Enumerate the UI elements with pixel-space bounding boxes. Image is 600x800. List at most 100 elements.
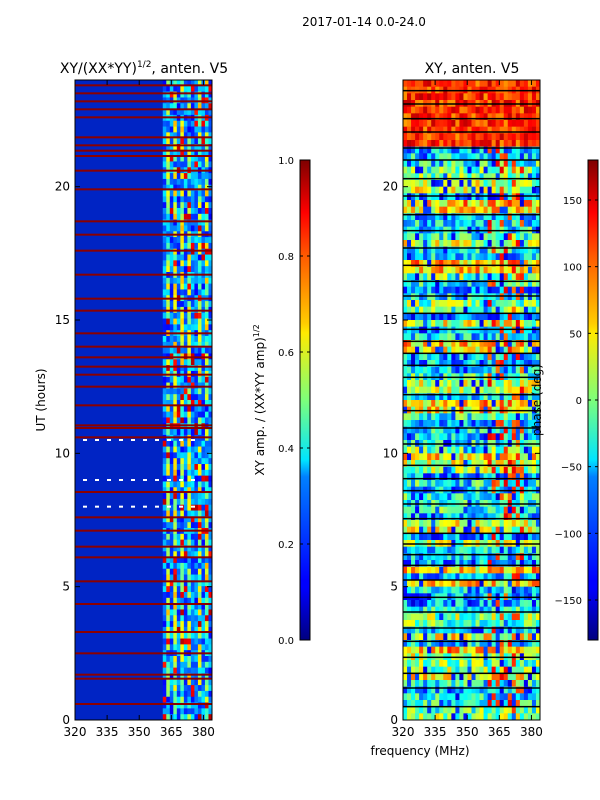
amp-cell bbox=[173, 661, 178, 668]
amp-cell bbox=[166, 347, 171, 354]
phase-cell bbox=[531, 340, 537, 347]
amp-cell bbox=[162, 225, 167, 232]
phase-cell bbox=[531, 700, 537, 707]
phase-cell bbox=[447, 526, 452, 534]
phase-cell bbox=[483, 180, 488, 187]
phase-cell bbox=[503, 140, 509, 147]
phase-cell bbox=[403, 106, 408, 114]
phase-cell bbox=[443, 606, 448, 614]
amp-cell bbox=[187, 405, 192, 412]
phase-cell bbox=[475, 273, 480, 281]
phase-cell bbox=[495, 313, 501, 321]
phase-cell bbox=[407, 326, 412, 334]
amp-cell bbox=[197, 312, 202, 319]
phase-cell bbox=[507, 600, 513, 607]
phase-cell bbox=[523, 566, 529, 574]
phase-cell bbox=[447, 666, 452, 674]
amp-cell bbox=[176, 690, 181, 698]
phase-cell bbox=[479, 326, 484, 334]
phase-cell bbox=[403, 420, 408, 427]
phase-cell bbox=[455, 393, 460, 401]
amp-cell bbox=[166, 178, 171, 186]
phase-cell bbox=[435, 433, 440, 441]
phase-cell bbox=[463, 126, 468, 134]
phase-cell bbox=[403, 566, 408, 574]
amp-cell bbox=[169, 656, 174, 663]
amp-cell bbox=[176, 365, 181, 372]
phase-cell bbox=[459, 553, 464, 561]
amp-cell bbox=[204, 208, 209, 215]
amp-cell bbox=[162, 568, 167, 575]
phase-cell bbox=[455, 400, 460, 407]
amp-cell bbox=[201, 196, 206, 203]
phase-cell bbox=[407, 513, 412, 521]
amp-cell bbox=[180, 208, 185, 215]
panel-amplitude: XY/(XX*YY)1/2, anten. V5 320 335 350 365 380… bbox=[34, 60, 228, 739]
phase-cell bbox=[507, 580, 513, 587]
amp-cell bbox=[173, 586, 178, 593]
phase-cell bbox=[459, 340, 464, 347]
amp-cell bbox=[208, 196, 213, 203]
phase-cell bbox=[435, 386, 440, 394]
phase-cell bbox=[511, 260, 517, 267]
phase-cell bbox=[499, 660, 505, 667]
phase-x-tick-label: 320 bbox=[392, 725, 415, 739]
phase-cell bbox=[475, 280, 480, 287]
phase-cell bbox=[455, 413, 460, 421]
phase-cell bbox=[519, 386, 525, 394]
phase-cell bbox=[427, 520, 432, 527]
phase-cell bbox=[491, 426, 496, 434]
amp-cell bbox=[176, 301, 181, 308]
phase-cell bbox=[451, 600, 456, 607]
amp-cell bbox=[208, 405, 213, 412]
phase-cell bbox=[447, 453, 452, 461]
phase-cell bbox=[459, 300, 464, 307]
amp-cell bbox=[162, 429, 167, 436]
phase-cell bbox=[487, 320, 492, 327]
phase-cell bbox=[435, 620, 440, 627]
amp-cell bbox=[180, 237, 185, 244]
phase-cell bbox=[403, 606, 408, 614]
phase-cell bbox=[519, 546, 525, 554]
amp-cell bbox=[201, 336, 206, 343]
phase-cell bbox=[495, 400, 501, 407]
phase-cell bbox=[447, 126, 452, 134]
phase-cell bbox=[443, 613, 448, 621]
phase-cell bbox=[503, 366, 509, 374]
phase-cell bbox=[519, 446, 525, 454]
phase-cell bbox=[411, 253, 416, 261]
phase-cell bbox=[431, 293, 436, 301]
phase-cell bbox=[415, 246, 420, 254]
phase-cell bbox=[423, 466, 428, 474]
phase-cell bbox=[487, 120, 492, 127]
phase-cell bbox=[451, 686, 456, 694]
amp-cell bbox=[169, 248, 174, 255]
phase-cell bbox=[507, 360, 513, 367]
phase-cell bbox=[455, 473, 460, 481]
phase-cell bbox=[491, 286, 496, 294]
phase-cell bbox=[431, 620, 436, 627]
phase-cell bbox=[403, 140, 408, 147]
phase-cell bbox=[515, 260, 521, 267]
phase-cell bbox=[403, 560, 408, 567]
amp-y-tick-label: 0 bbox=[62, 713, 70, 727]
phase-cell bbox=[523, 606, 529, 614]
phase-cell bbox=[495, 586, 501, 594]
amp-cell bbox=[176, 545, 181, 552]
phase-cell bbox=[435, 160, 440, 167]
phase-cell bbox=[419, 686, 424, 694]
amp-dropout-dash bbox=[95, 439, 99, 441]
phase-cell bbox=[447, 186, 452, 194]
phase-cell bbox=[439, 520, 444, 527]
amp-cell bbox=[190, 109, 195, 116]
phase-cell bbox=[487, 566, 492, 574]
phase-cell bbox=[527, 173, 533, 181]
phase-cell bbox=[499, 306, 505, 314]
amp-y-tick-label: 15 bbox=[55, 313, 70, 327]
phase-cell bbox=[503, 480, 509, 487]
phase-cell bbox=[435, 446, 440, 454]
phase-cell bbox=[431, 600, 436, 607]
phase-cell bbox=[435, 80, 440, 87]
amp-cell bbox=[204, 621, 209, 628]
phase-cell bbox=[403, 93, 408, 101]
